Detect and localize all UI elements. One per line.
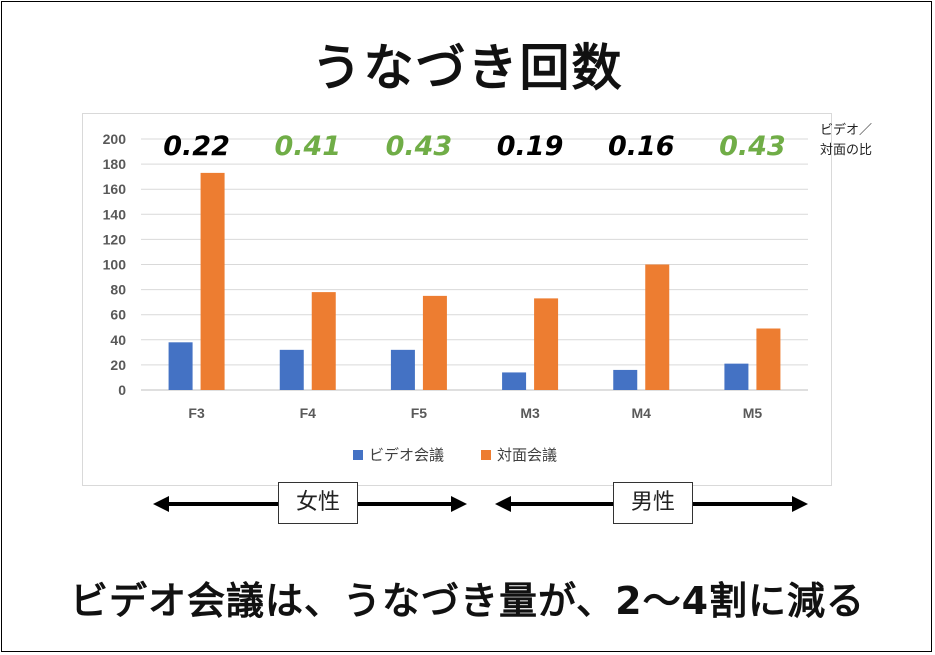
- ratio-value: 0.22: [163, 131, 230, 162]
- legend-swatch-face: [481, 450, 491, 460]
- bar-video: [724, 363, 749, 390]
- bar-video: [502, 372, 527, 390]
- x-tick-label: M5: [743, 405, 763, 421]
- ratio-value: 0.43: [719, 131, 786, 162]
- ratio-value: 0.43: [386, 131, 453, 162]
- male-arrow-head-left: [495, 496, 511, 512]
- male-arrow-head-right: [792, 496, 808, 512]
- bar-face: [200, 172, 225, 390]
- y-tick-label: 100: [103, 257, 127, 273]
- y-tick-label: 120: [103, 231, 127, 247]
- male-group-label: 男性: [613, 482, 693, 524]
- ratio-legend-label: ビデオ／ 対面の比: [820, 121, 872, 161]
- x-tick-label: M3: [520, 405, 540, 421]
- ratio-value: 0.19: [497, 131, 564, 162]
- female-arrow-head-right: [451, 496, 467, 512]
- bar-video: [613, 369, 638, 390]
- x-tick-label: F4: [300, 405, 317, 421]
- female-arrow-head-left: [153, 496, 169, 512]
- y-tick-label: 40: [110, 332, 126, 348]
- headline-text: ビデオ会議は、うなづき量が、2～4割に減る: [69, 579, 866, 623]
- legend-label-video: ビデオ会議: [369, 446, 444, 464]
- bar-video: [390, 349, 415, 390]
- bar-face: [534, 298, 559, 390]
- female-group-label: 女性: [278, 482, 358, 524]
- bar-face: [311, 292, 336, 390]
- legend-label-face: 対面会議: [497, 446, 557, 464]
- y-tick-label: 200: [103, 131, 127, 147]
- y-tick-label: 80: [110, 282, 126, 298]
- x-tick-label: F5: [411, 405, 428, 421]
- ratio-label-line1: ビデオ／: [820, 123, 873, 138]
- y-tick-label: 20: [110, 357, 126, 373]
- bar-face: [645, 264, 670, 390]
- x-tick-label: F3: [188, 405, 205, 421]
- bar-face: [422, 295, 447, 390]
- ratio-value: 0.16: [608, 131, 675, 162]
- y-tick-label: 140: [103, 206, 127, 222]
- y-tick-label: 160: [103, 181, 127, 197]
- y-tick-label: 180: [103, 156, 127, 172]
- bar-video: [279, 349, 304, 390]
- legend-swatch-video: [353, 450, 363, 460]
- slide-title: うなづき回数: [311, 38, 624, 97]
- ratio-label-line2: 対面の比: [820, 143, 873, 158]
- x-tick-label: M4: [632, 405, 652, 421]
- ratio-value: 0.41: [274, 131, 341, 162]
- bar-face: [756, 328, 781, 390]
- y-tick-label: 0: [118, 382, 126, 398]
- y-tick-label: 60: [110, 307, 126, 323]
- bar-video: [168, 342, 193, 390]
